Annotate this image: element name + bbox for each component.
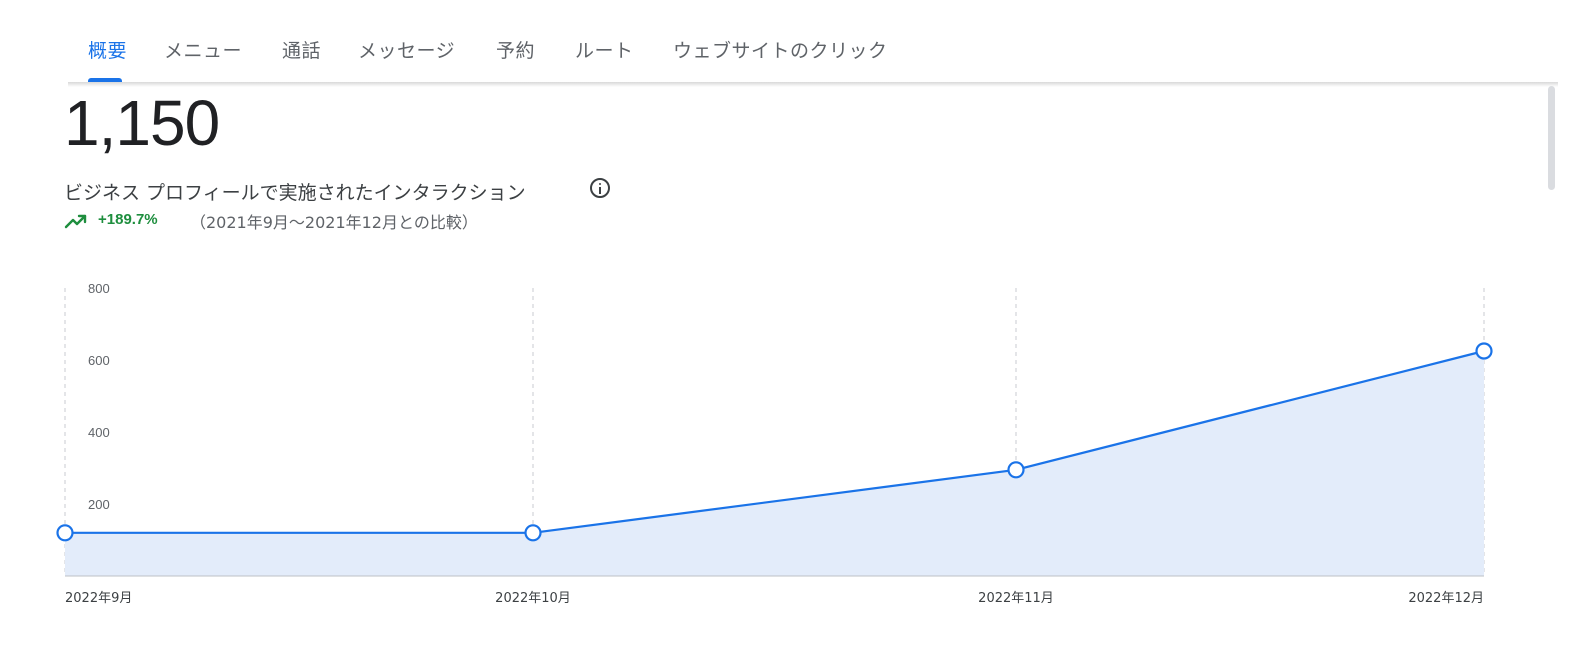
comparison-period: （2021年9月～2021年12月との比較） bbox=[190, 213, 478, 232]
data-point-1 bbox=[56, 524, 74, 542]
total-interactions: 1,150 bbox=[64, 87, 220, 159]
tab-website-clicks[interactable]: ウェブサイトのクリック bbox=[673, 40, 888, 62]
series-line bbox=[65, 349, 1485, 534]
scrollbar-thumb[interactable] bbox=[1548, 86, 1555, 190]
x-tick-2: 2022年10月 bbox=[495, 591, 571, 606]
x-tick-3: 2022年11月 bbox=[978, 591, 1054, 606]
tab-overview[interactable]: 概要 bbox=[88, 40, 128, 62]
x-tick-4: 2022年12月 bbox=[1408, 591, 1484, 606]
y-tick-400: 400 bbox=[88, 425, 110, 440]
data-point-2 bbox=[524, 524, 542, 542]
info-icon[interactable] bbox=[590, 178, 610, 198]
tab-directions[interactable]: ルート bbox=[575, 40, 634, 62]
area-fill bbox=[65, 351, 1484, 576]
trending-up-icon bbox=[64, 214, 87, 229]
tab-messages[interactable]: メッセージ bbox=[358, 40, 456, 62]
tab-calls[interactable]: 通話 bbox=[282, 40, 322, 62]
x-tick-1: 2022年9月 bbox=[65, 591, 132, 606]
y-tick-200: 200 bbox=[88, 497, 110, 512]
tab-bar: 概要 メニュー 通話 メッセージ 予約 ルート ウェブサイトのクリック bbox=[0, 0, 1593, 84]
y-tick-800: 800 bbox=[88, 281, 110, 296]
data-point-3 bbox=[1007, 461, 1025, 479]
change-percentage: +189.7% bbox=[98, 211, 158, 228]
active-tab-indicator bbox=[88, 78, 122, 82]
tab-bookings[interactable]: 予約 bbox=[496, 40, 536, 62]
header-shadow bbox=[68, 82, 1558, 87]
data-point-4 bbox=[1475, 342, 1493, 360]
tab-menu[interactable]: メニュー bbox=[164, 40, 243, 62]
interactions-description: ビジネス プロフィールで実施されたインタラクション bbox=[64, 182, 526, 204]
interactions-chart: 200 400 600 800 2022年9月 2022年10月 2022年11月 2022年… bbox=[56, 281, 1493, 606]
y-tick-600: 600 bbox=[88, 353, 110, 368]
